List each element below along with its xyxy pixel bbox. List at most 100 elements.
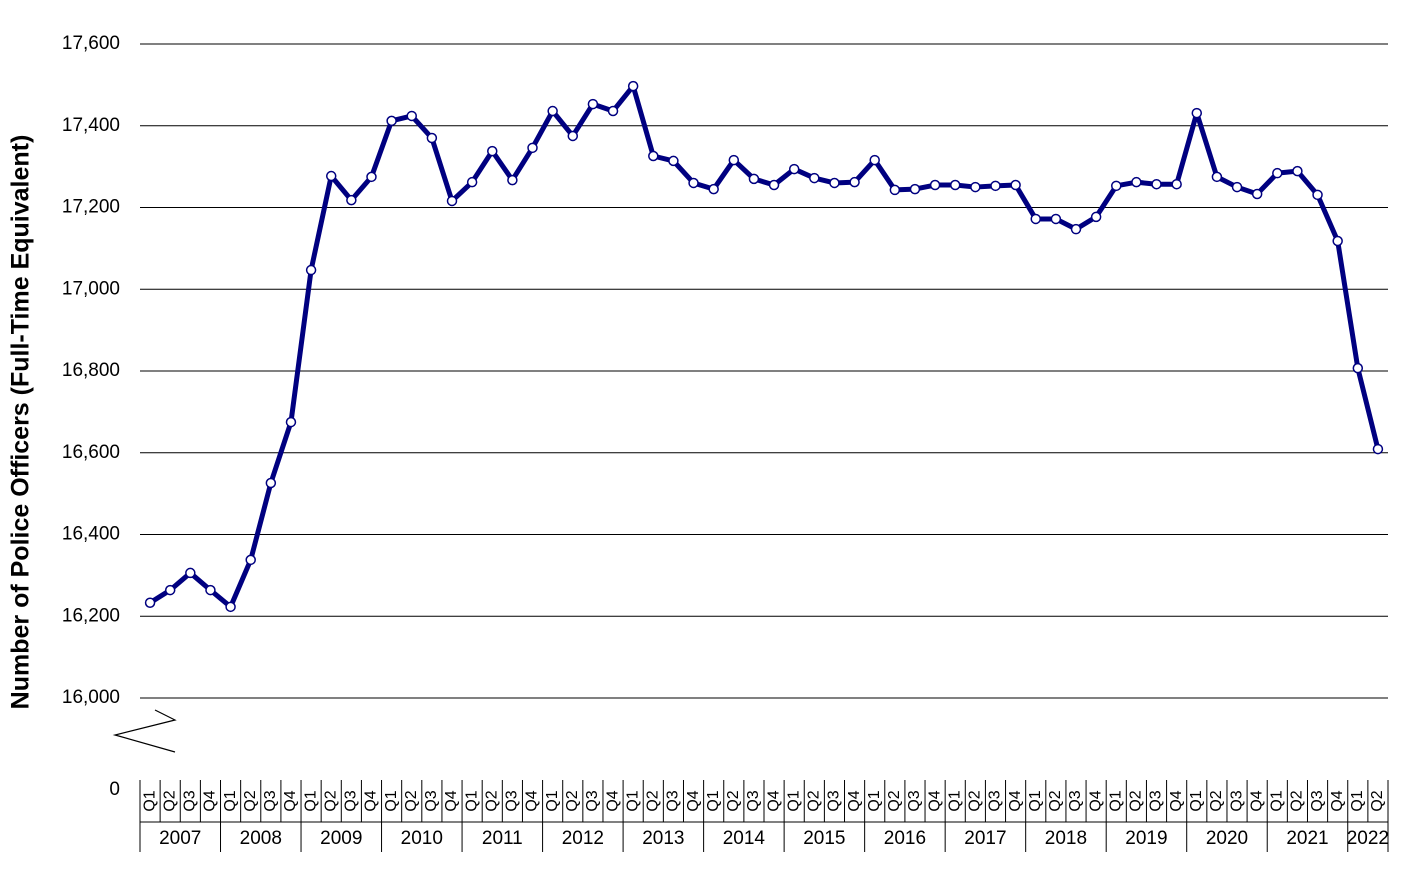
x-tick-label: Q2	[403, 790, 420, 811]
data-point	[1030, 213, 1041, 225]
x-tick-label: Q4	[926, 790, 943, 811]
data-point	[1191, 107, 1203, 119]
x-tick-label: Q2	[886, 790, 903, 811]
y-tick-label: 16,600	[62, 442, 120, 463]
data-point	[1050, 213, 1062, 225]
x-tick-label: Q2	[322, 790, 339, 811]
y-tick-label: 17,400	[62, 115, 120, 136]
data-point	[386, 115, 397, 127]
x-tick-label: Q2	[564, 790, 581, 811]
x-tick-label: Q4	[685, 790, 702, 811]
data-point	[1372, 443, 1384, 455]
x-tick-label: Q1	[624, 790, 641, 811]
x-tick-label: Q1	[785, 790, 802, 811]
x-tick-label: Q2	[645, 790, 662, 811]
data-point	[607, 105, 619, 117]
x-tick-label: Q4	[282, 790, 299, 811]
x-tick-label: Q4	[1007, 790, 1024, 811]
data-point	[990, 180, 1001, 192]
data-point	[829, 177, 840, 189]
data-point	[929, 179, 941, 191]
data-point	[1010, 179, 1021, 191]
data-point	[426, 132, 438, 144]
x-tick-label: Q3	[745, 790, 762, 811]
data-point	[1272, 167, 1283, 179]
x-tick-label: Q4	[1087, 790, 1104, 811]
x-tick-label: Q3	[826, 790, 843, 811]
data-point	[547, 105, 558, 117]
data-point	[325, 170, 337, 182]
data-point	[668, 155, 679, 167]
data-point	[446, 195, 458, 207]
year-label: 2009	[320, 828, 362, 849]
x-tick-label: Q3	[584, 790, 601, 811]
x-tick-label: Q4	[443, 790, 460, 811]
x-tick-label: Q4	[1168, 790, 1185, 811]
data-point	[1090, 211, 1102, 223]
y-tick-label: 16,200	[62, 605, 120, 626]
x-tick-label: Q1	[544, 790, 561, 811]
data-point	[587, 98, 599, 110]
x-tick-label: Q4	[1248, 790, 1265, 811]
data-point	[688, 177, 699, 189]
x-tick-label: Q1	[946, 790, 963, 811]
x-tick-label: Q2	[161, 790, 178, 811]
x-tick-label: Q2	[1128, 790, 1145, 811]
x-tick-label: Q4	[765, 790, 782, 811]
x-tick-label: Q3	[665, 790, 682, 811]
x-tick-label: Q3	[182, 790, 199, 811]
x-tick-label: Q1	[222, 790, 239, 811]
year-label: 2008	[240, 828, 282, 849]
data-point	[205, 584, 216, 596]
x-tick-label: Q2	[1369, 790, 1386, 811]
year-label: 2016	[884, 828, 926, 849]
data-point	[1111, 180, 1122, 192]
data-point	[507, 174, 518, 186]
y-axis-label: Number of Police Officers (Full-Time Equ…	[7, 135, 35, 710]
series-line	[148, 83, 1381, 610]
y-tick-label: 16,400	[62, 524, 120, 545]
x-tick-label: Q1	[1027, 790, 1044, 811]
data-point	[1352, 362, 1364, 374]
x-tick-label: Q2	[242, 790, 259, 811]
year-label: 2020	[1206, 828, 1248, 849]
data-point	[1070, 223, 1082, 235]
data-point	[1131, 176, 1142, 188]
data-point	[527, 142, 538, 154]
data-point	[949, 179, 961, 191]
data-point	[809, 172, 820, 184]
year-label: 2021	[1286, 828, 1328, 849]
x-tick-label: Q1	[705, 790, 722, 811]
x-tick-label: Q1	[1349, 790, 1366, 811]
data-point	[648, 150, 659, 162]
data-point	[346, 194, 357, 206]
x-tick-label: Q4	[846, 790, 863, 811]
data-point	[466, 176, 478, 188]
x-tick-label: Q1	[1269, 790, 1286, 811]
data-point	[1231, 181, 1243, 193]
data-point	[627, 80, 639, 92]
data-point	[869, 154, 880, 166]
x-tick-label: Q1	[463, 790, 480, 811]
data-point	[305, 264, 317, 276]
x-tick-label: Q2	[1208, 790, 1225, 811]
y-tick-label: 17,200	[62, 197, 120, 218]
data-point	[1292, 165, 1303, 177]
x-tick-label: Q4	[524, 790, 541, 811]
year-label: 2014	[723, 828, 766, 849]
year-label: 2017	[964, 828, 1006, 849]
x-tick-label: Q3	[1148, 790, 1165, 811]
y-tick-label: 16,800	[62, 360, 120, 381]
year-label: 2015	[803, 828, 845, 849]
data-point	[567, 130, 579, 142]
data-point	[748, 173, 760, 185]
x-tick-label: Q3	[906, 790, 923, 811]
x-tick-label: Q1	[1107, 790, 1124, 811]
data-point	[889, 184, 901, 196]
x-tick-label: Q1	[302, 790, 319, 811]
data-point	[225, 601, 236, 613]
x-tick-label: Q4	[1329, 790, 1346, 811]
x-tick-label: Q1	[866, 790, 883, 811]
x-tick-label: Q1	[383, 790, 400, 811]
